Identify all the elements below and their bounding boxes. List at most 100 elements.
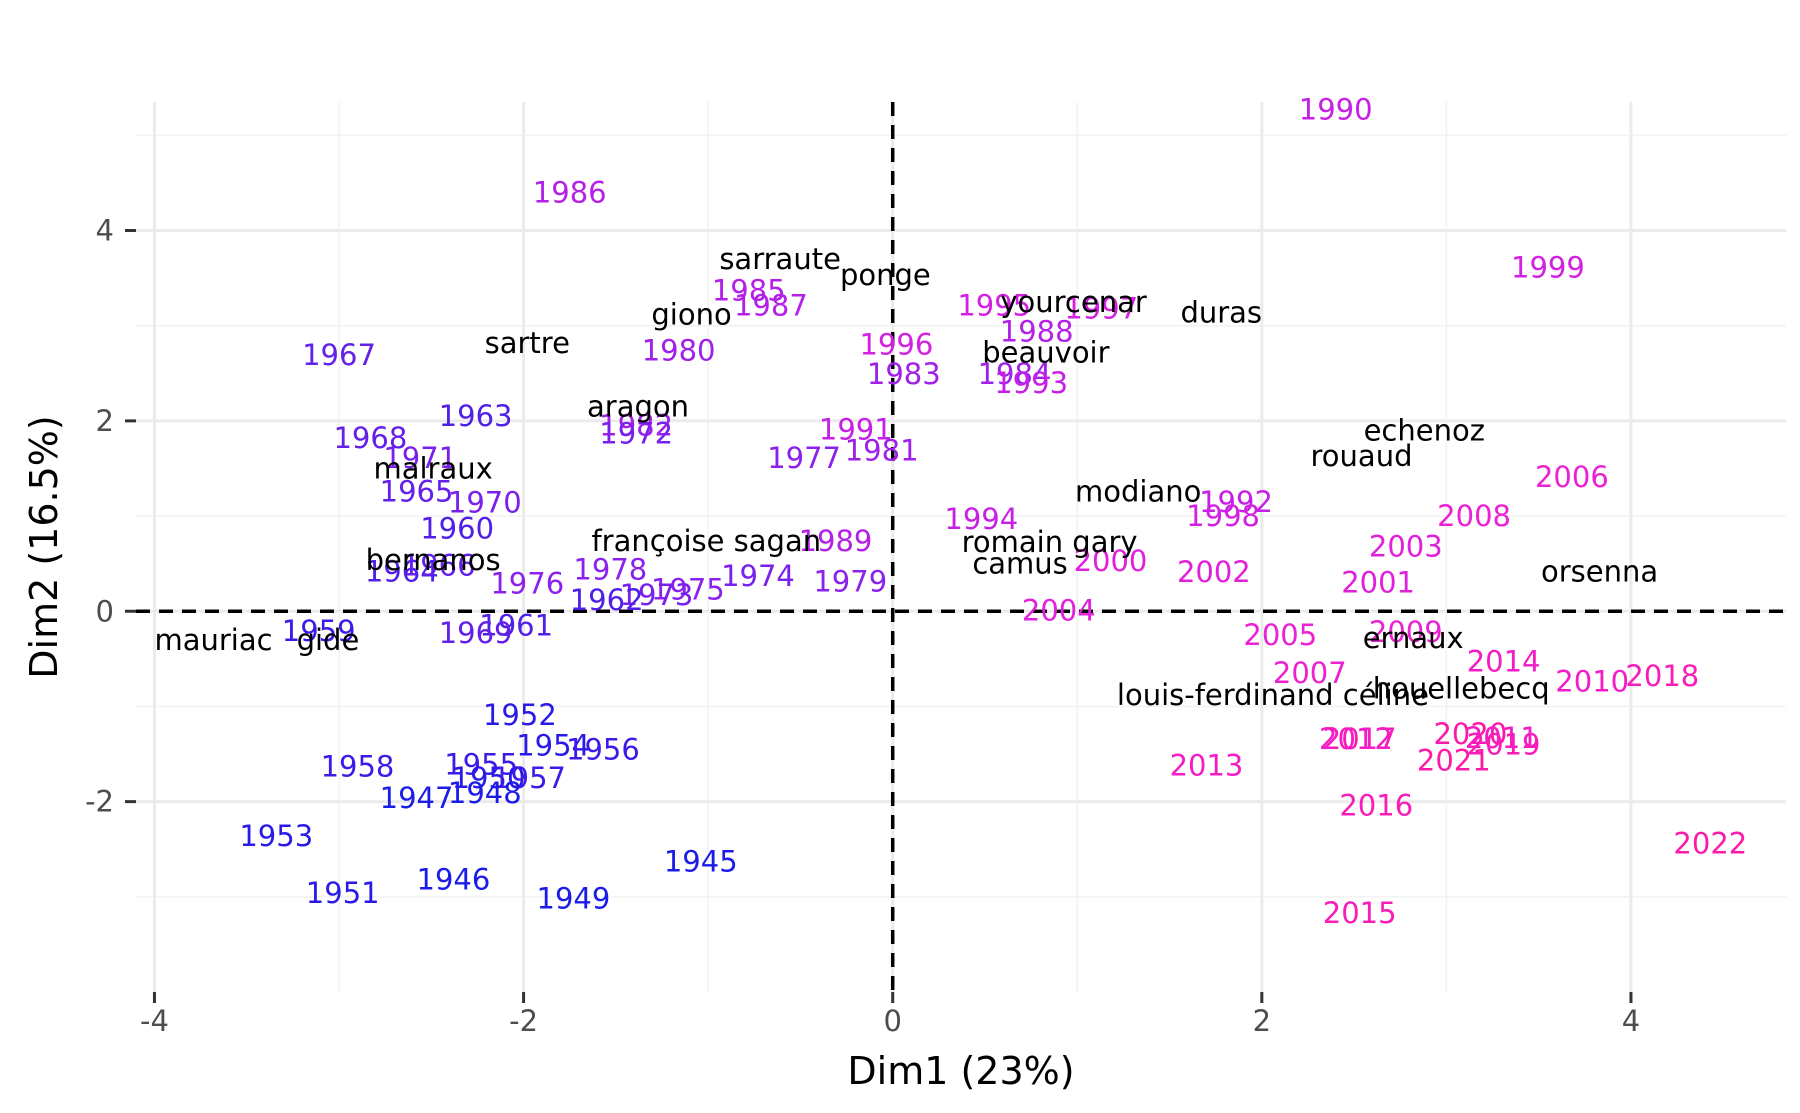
point-label: 1969 [439, 616, 513, 650]
point-label: 2004 [1022, 593, 1096, 627]
point-label: 1958 [321, 749, 395, 783]
point-label: 1982 [599, 409, 673, 443]
point-label: 2002 [1177, 555, 1251, 589]
point-label: 1960 [420, 511, 494, 545]
point-label: 1959 [282, 614, 356, 648]
point-label: 2001 [1341, 566, 1415, 600]
point-label: rouaud [1311, 439, 1413, 473]
point-label: ernaux [1363, 621, 1464, 655]
point-label: 1947 [380, 781, 454, 815]
y-tick-label: 0 [96, 594, 114, 628]
point-label: françoise sagan [591, 524, 821, 558]
y-tick-label: 4 [96, 214, 114, 248]
point-label: 2010 [1555, 665, 1629, 699]
point-label: 1975 [651, 572, 725, 606]
point-label: orsenna [1541, 554, 1658, 588]
point-label: sartre [485, 326, 570, 360]
point-label: 1952 [483, 698, 557, 732]
point-label: 1979 [813, 565, 887, 599]
point-label: camus [972, 547, 1067, 581]
point-label: 2009 [1369, 615, 1443, 649]
point-label: 1965 [380, 474, 454, 508]
point-label: 2014 [1467, 645, 1541, 679]
x-tick-label: 2 [1253, 1004, 1271, 1038]
point-label: gide [297, 623, 360, 657]
point-label: 1980 [642, 333, 716, 367]
point-label: 1962 [570, 583, 644, 617]
point-label: echenoz [1364, 413, 1485, 447]
point-label: 1997 [1064, 292, 1138, 326]
x-tick-label: 4 [1622, 1004, 1640, 1038]
point-label: 1954 [516, 728, 590, 762]
point-label: 1992 [1199, 485, 1273, 519]
point-label: 1948 [448, 776, 522, 810]
point-label: modiano [1075, 474, 1201, 508]
point-label: 1970 [448, 486, 522, 520]
point-label: 2019 [1467, 728, 1541, 762]
point-label: 2015 [1323, 896, 1397, 930]
point-label: 2013 [1170, 748, 1244, 782]
point-label: 1998 [1186, 499, 1260, 533]
point-label: 2020 [1433, 717, 1507, 751]
point-label: 1956 [566, 732, 640, 766]
point-label: romain gary [962, 525, 1138, 559]
point-label: 1990 [1299, 93, 1373, 127]
point-label: 1974 [721, 559, 795, 593]
point-label: 1986 [533, 175, 607, 209]
point-label: 1967 [302, 338, 376, 372]
point-label: sarraute [719, 242, 841, 276]
point-label: 2017 [1323, 722, 1397, 756]
point-label: ponge [840, 258, 931, 292]
point-label: 1989 [799, 524, 873, 558]
point-label: 1964 [365, 554, 439, 588]
point-label: 1961 [479, 609, 553, 643]
point-label: giono [651, 297, 731, 331]
point-label: beauvoir [982, 335, 1109, 369]
x-axis-title: Dim1 (23%) [847, 1049, 1074, 1093]
point-label: 1995 [957, 289, 1031, 323]
point-label: 1953 [239, 819, 313, 853]
point-label: 1966 [402, 549, 476, 583]
point-label: 2012 [1319, 722, 1393, 756]
point-label: 1987 [734, 289, 808, 323]
y-tick-label: 2 [96, 404, 114, 438]
point-label: 1945 [664, 845, 738, 879]
y-axis-title: Dim2 (16.5%) [22, 415, 66, 678]
point-label: 2005 [1243, 618, 1317, 652]
point-label: 1976 [490, 567, 564, 601]
point-label: 1972 [599, 416, 673, 450]
x-tick-label: -2 [509, 1004, 538, 1038]
point-label: 1981 [845, 433, 919, 467]
point-label: mauriac [154, 623, 272, 657]
point-label: 2007 [1273, 656, 1347, 690]
point-label: duras [1180, 295, 1262, 329]
point-label: 2006 [1535, 460, 1609, 494]
point-label: 1978 [573, 552, 647, 586]
y-tick-label: -2 [85, 785, 114, 819]
point-label: houellebecq [1373, 671, 1550, 705]
point-label: 1984 [978, 357, 1052, 391]
point-label: 1949 [537, 882, 611, 916]
point-label: 1985 [712, 273, 786, 307]
point-label: 2018 [1625, 659, 1699, 693]
point-label: 2003 [1369, 530, 1443, 564]
point-label: bernanos [366, 543, 501, 577]
point-label: 1993 [994, 366, 1068, 400]
point-label: 2011 [1465, 721, 1539, 755]
point-label: 1999 [1511, 251, 1585, 285]
point-label: louis-ferdinand céline [1117, 678, 1429, 712]
point-label: 1977 [767, 441, 841, 475]
point-label: 1963 [439, 399, 513, 433]
point-label: 2000 [1074, 544, 1148, 578]
point-label: 1951 [306, 876, 380, 910]
point-label: 2022 [1673, 827, 1747, 861]
point-label: malraux [373, 451, 492, 485]
point-label: 1996 [859, 328, 933, 362]
point-label: 1971 [383, 441, 457, 475]
point-label: aragon [587, 390, 689, 424]
point-label: 1988 [1000, 314, 1074, 348]
point-label: 2021 [1417, 744, 1491, 778]
point-label: 1994 [944, 502, 1018, 536]
point-label: 1946 [417, 863, 491, 897]
